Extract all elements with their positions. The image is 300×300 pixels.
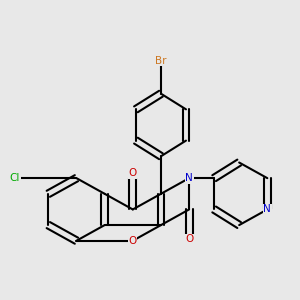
Text: O: O bbox=[129, 236, 137, 246]
Text: Cl: Cl bbox=[10, 173, 20, 183]
Text: N: N bbox=[185, 173, 193, 183]
Text: O: O bbox=[185, 235, 193, 244]
Text: O: O bbox=[129, 168, 137, 178]
Text: Br: Br bbox=[155, 56, 167, 65]
Text: N: N bbox=[263, 204, 271, 214]
